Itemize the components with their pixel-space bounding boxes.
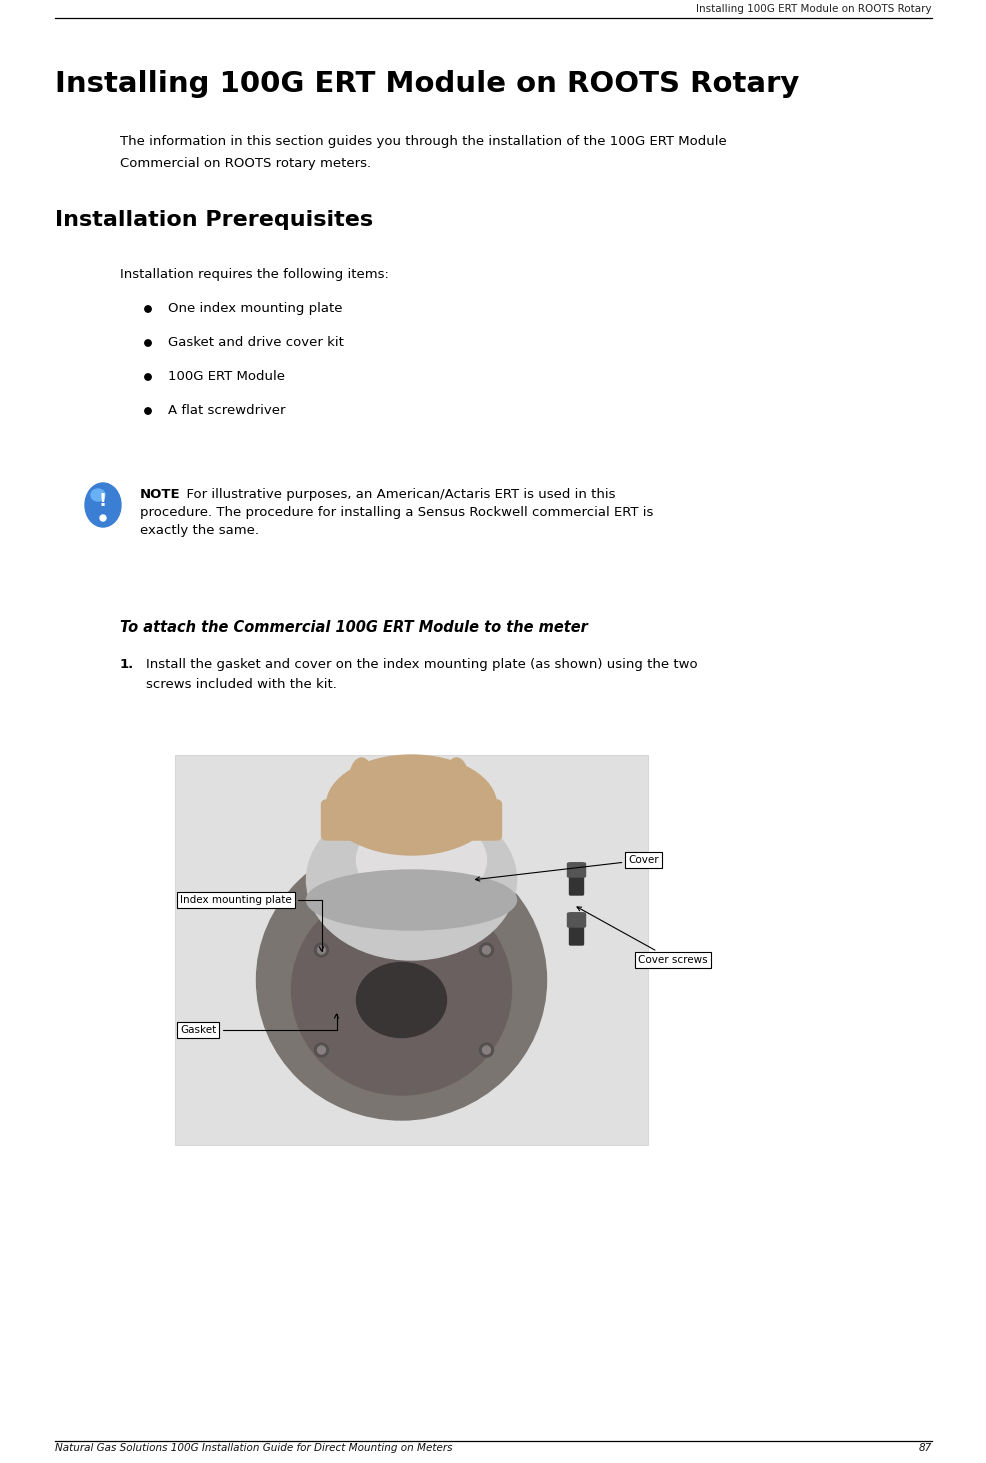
Circle shape [145,306,151,312]
Text: Installation requires the following items:: Installation requires the following item… [120,268,388,281]
Text: !: ! [99,492,106,511]
Text: Gasket and drive cover kit: Gasket and drive cover kit [168,336,343,350]
Text: Natural Gas Solutions 100G Installation Guide for Direct Mounting on Meters: Natural Gas Solutions 100G Installation … [55,1443,452,1453]
Ellipse shape [256,840,546,1121]
Text: Installing 100G ERT Module on ROOTS Rotary: Installing 100G ERT Module on ROOTS Rota… [55,70,799,98]
Circle shape [145,408,151,414]
Text: Installing 100G ERT Module on ROOTS Rotary: Installing 100G ERT Module on ROOTS Rota… [696,4,931,15]
Text: NOTE: NOTE [140,489,180,500]
Text: To attach the Commercial 100G ERT Module to the meter: To attach the Commercial 100G ERT Module… [120,620,588,635]
Text: Installation Prerequisites: Installation Prerequisites [55,211,373,230]
Text: 87: 87 [918,1443,931,1453]
Ellipse shape [326,755,496,854]
Ellipse shape [307,870,516,930]
Circle shape [145,375,151,380]
Text: The information in this section guides you through the installation of the 100G : The information in this section guides y… [120,135,726,148]
Circle shape [145,339,151,347]
Text: Cover screws: Cover screws [577,907,707,966]
Ellipse shape [356,963,446,1037]
Circle shape [317,1046,325,1053]
Text: 1.: 1. [120,658,134,672]
Circle shape [482,1046,490,1053]
Text: Cover: Cover [475,854,658,881]
Text: A flat screwdriver: A flat screwdriver [168,404,285,417]
Text: Index mounting plate: Index mounting plate [179,895,323,951]
FancyBboxPatch shape [567,913,585,928]
Ellipse shape [91,489,105,500]
FancyBboxPatch shape [175,755,648,1146]
Circle shape [315,1043,328,1056]
Circle shape [315,944,328,957]
Circle shape [479,944,493,957]
Ellipse shape [85,483,121,527]
Ellipse shape [413,758,439,808]
Ellipse shape [379,758,403,808]
FancyBboxPatch shape [569,863,583,895]
Circle shape [482,947,490,954]
Ellipse shape [291,885,511,1094]
Text: Gasket: Gasket [179,1014,338,1034]
Circle shape [317,947,325,954]
Text: Commercial on ROOTS rotary meters.: Commercial on ROOTS rotary meters. [120,157,371,170]
Text: Install the gasket and cover on the index mounting plate (as shown) using the tw: Install the gasket and cover on the inde… [146,658,697,672]
FancyBboxPatch shape [567,863,585,876]
FancyBboxPatch shape [321,800,501,840]
Text: 100G ERT Module: 100G ERT Module [168,370,285,383]
Text: One index mounting plate: One index mounting plate [168,301,342,315]
Circle shape [479,1043,493,1056]
Text: For illustrative purposes, an American/Actaris ERT is used in this: For illustrative purposes, an American/A… [177,489,615,500]
Ellipse shape [444,758,468,808]
Text: screws included with the kit.: screws included with the kit. [146,677,336,691]
FancyBboxPatch shape [569,913,583,945]
Circle shape [100,515,106,521]
Text: exactly the same.: exactly the same. [140,524,258,537]
Ellipse shape [307,800,516,960]
Text: procedure. The procedure for installing a Sensus Rockwell commercial ERT is: procedure. The procedure for installing … [140,506,653,519]
Ellipse shape [349,758,374,808]
Ellipse shape [356,815,486,906]
